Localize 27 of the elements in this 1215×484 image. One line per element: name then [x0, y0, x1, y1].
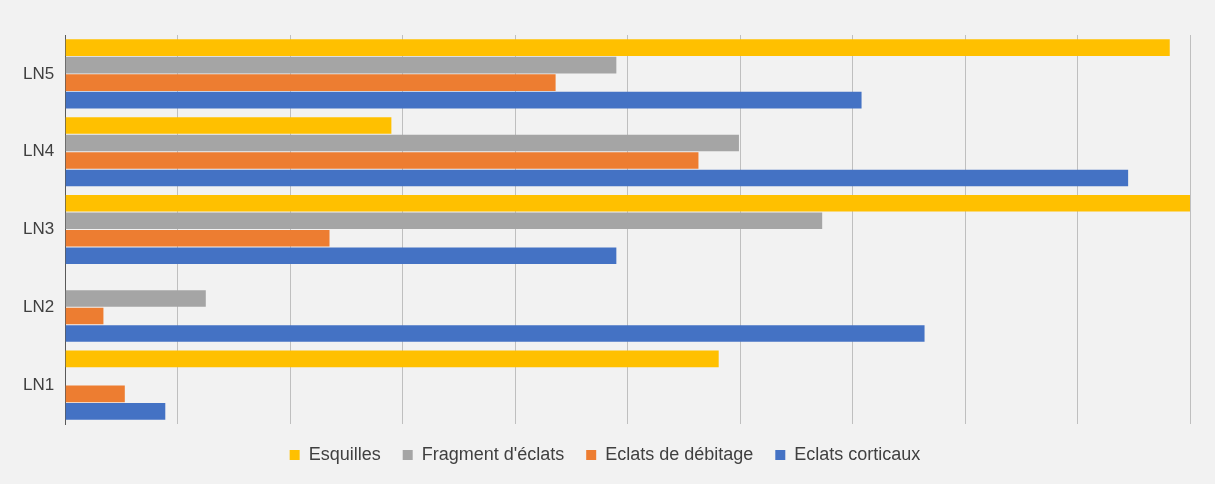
legend-label: Esquilles: [308, 443, 381, 464]
legend-label: Eclats corticaux: [794, 443, 921, 464]
bar: [65, 403, 166, 420]
bar: [65, 212, 823, 230]
legend-label: Fragment d'éclats: [421, 443, 565, 464]
bar: [65, 229, 330, 247]
bar: [65, 39, 1170, 56]
bar: [65, 194, 1190, 212]
bar: [65, 307, 104, 325]
bar: [65, 247, 617, 265]
y-tick-label: LN3: [23, 219, 55, 239]
bar: [65, 350, 719, 368]
y-tick-label: LN2: [23, 296, 55, 316]
bar: [65, 134, 739, 152]
bar: [65, 325, 925, 342]
bar: [65, 152, 699, 169]
bar: [65, 385, 125, 403]
y-tick-label: LN5: [23, 63, 55, 83]
y-tick-label: LN4: [23, 141, 55, 161]
bar: [65, 290, 206, 307]
y-tick-label: LN1: [23, 374, 55, 394]
legend-label: Eclats de débitage: [605, 443, 754, 464]
bar: [65, 74, 556, 91]
bar: [65, 56, 617, 74]
bar: [65, 91, 862, 109]
bar: [65, 169, 1129, 187]
bar: [65, 117, 392, 134]
